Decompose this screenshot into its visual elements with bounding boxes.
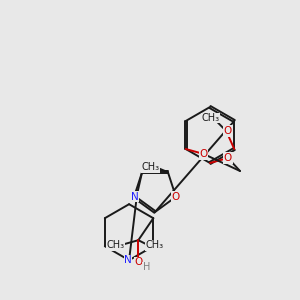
- Text: O: O: [134, 257, 142, 267]
- Text: CH₃: CH₃: [106, 240, 124, 250]
- Text: CH₃: CH₃: [142, 162, 160, 172]
- Text: CH₃: CH₃: [145, 240, 164, 250]
- Text: N: N: [131, 192, 139, 202]
- Text: O: O: [223, 126, 231, 136]
- Text: CH₃: CH₃: [201, 113, 219, 123]
- Text: H: H: [142, 262, 150, 272]
- Text: O: O: [200, 149, 208, 159]
- Text: O: O: [224, 153, 232, 163]
- Text: N: N: [124, 255, 132, 265]
- Text: O: O: [172, 192, 180, 202]
